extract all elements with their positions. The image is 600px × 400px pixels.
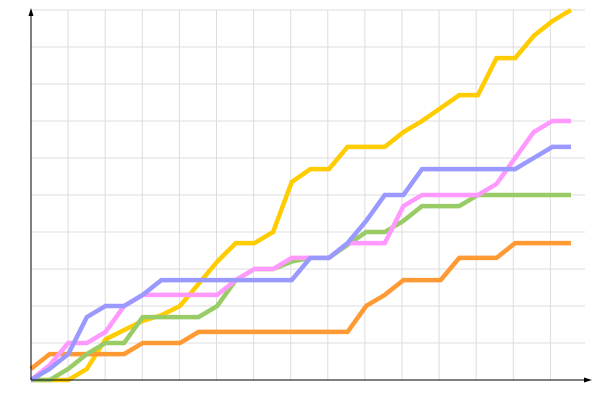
series-line-5: [29, 144, 571, 382]
series-lines: [29, 8, 573, 383]
series-line-2: [29, 240, 571, 371]
x-axis-arrow: [584, 377, 592, 383]
axes: [28, 8, 592, 383]
series-line-4: [29, 118, 571, 382]
y-axis-arrow: [28, 8, 34, 16]
series-line-1: [31, 8, 573, 383]
